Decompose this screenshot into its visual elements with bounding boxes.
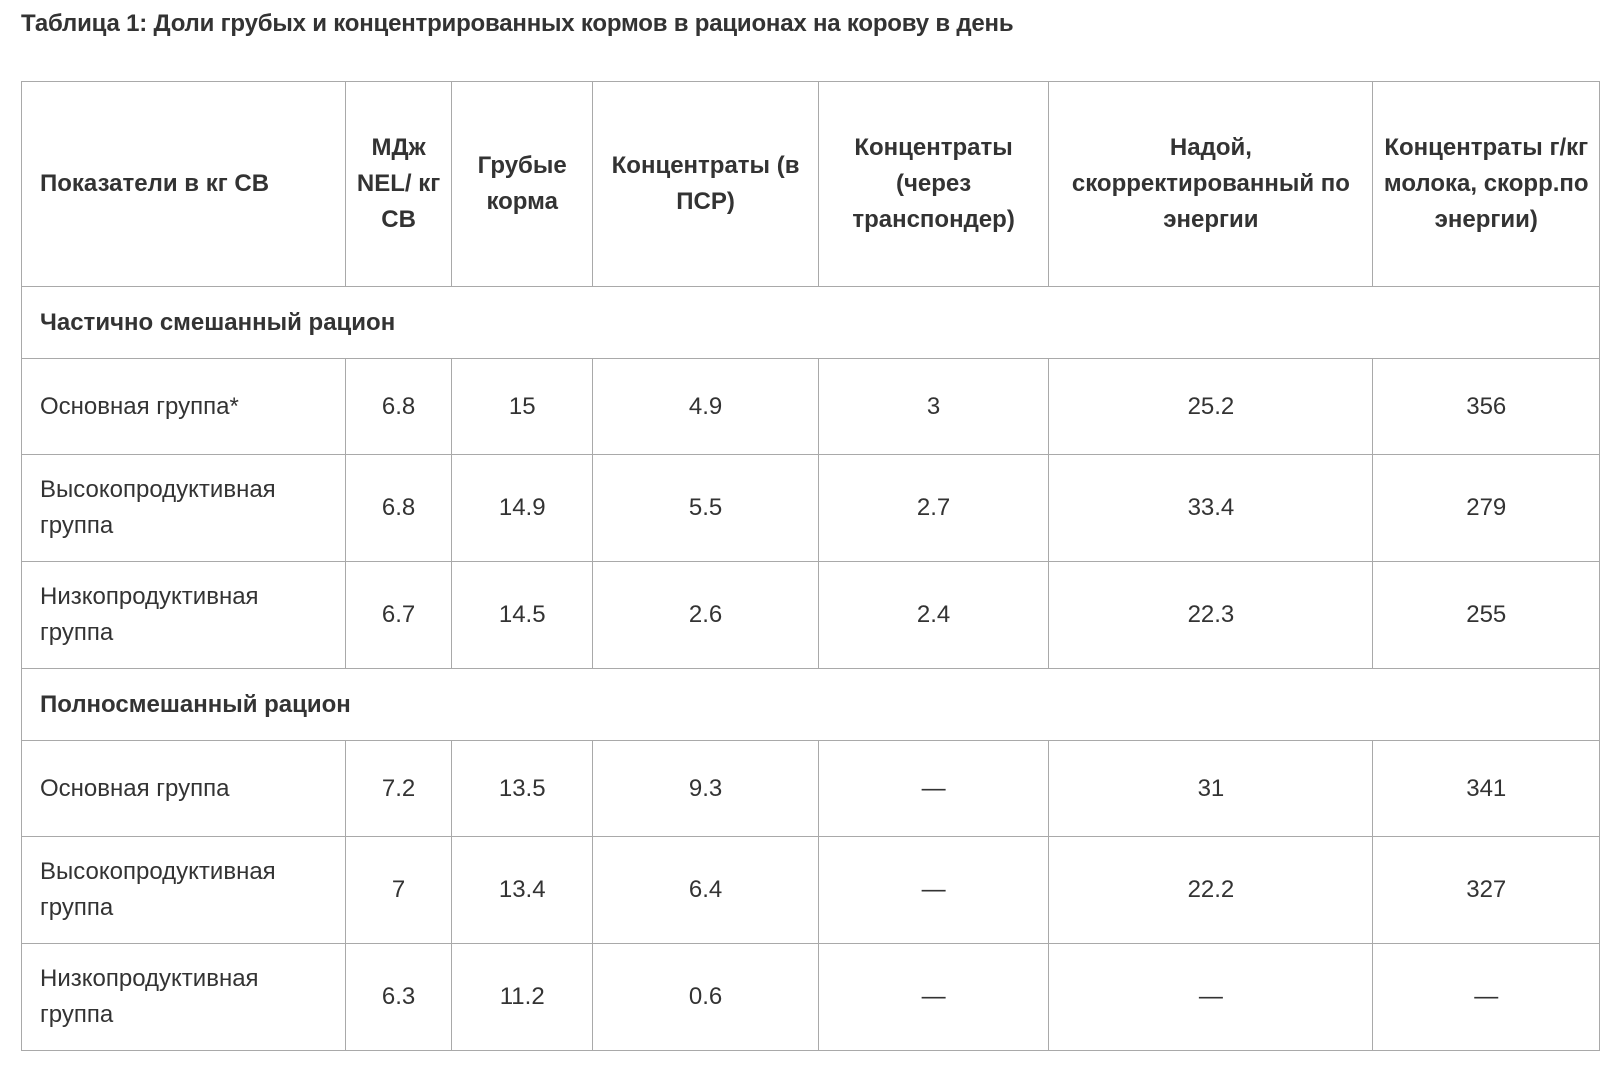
row-label: Низкопродуктивная группа <box>20 943 347 1051</box>
cell-mj-nel: 6.3 <box>345 943 453 1051</box>
section-title: Полносмешанный рацион <box>21 668 1600 741</box>
cell-mj-nel: 7 <box>345 836 453 944</box>
row-label: Низкопродуктивная группа <box>20 561 347 669</box>
cell-roughage: 13.5 <box>451 740 594 837</box>
cell-roughage: 14.9 <box>451 454 594 562</box>
cell-roughage: 14.5 <box>451 561 594 669</box>
cell-concentrates-per-kg: — <box>1372 943 1600 1051</box>
cell-concentrates-per-kg: 279 <box>1372 454 1600 562</box>
table-row: Основная группа 7.2 13.5 9.3 — 31 341 <box>20 740 1600 837</box>
cell-concentrates-per-kg: 327 <box>1372 836 1600 944</box>
cell-mj-nel: 7.2 <box>345 740 453 837</box>
cell-concentrates-per-kg: 356 <box>1372 358 1600 455</box>
cell-milk-yield: 25.2 <box>1048 358 1374 455</box>
row-label: Основная группа* <box>20 358 347 455</box>
table-caption: Таблица 1: Доли грубых и концентрированн… <box>21 10 1014 37</box>
cell-concentrates-per-kg: 341 <box>1372 740 1600 837</box>
cell-concentrates-psr: 6.4 <box>592 836 819 944</box>
section-title: Частично смешанный рацион <box>21 286 1600 359</box>
cell-mj-nel: 6.8 <box>345 358 453 455</box>
cell-milk-yield: 22.3 <box>1048 561 1374 669</box>
header-concentrates-per-kg: Концентраты г/кг молока, скорр.по энерги… <box>1372 81 1600 287</box>
cell-milk-yield: 22.2 <box>1048 836 1374 944</box>
cell-concentrates-per-kg: 255 <box>1372 561 1600 669</box>
cell-concentrates-psr: 4.9 <box>592 358 819 455</box>
cell-mj-nel: 6.7 <box>345 561 453 669</box>
table-row: Высокопродуктивная группа 7 13.4 6.4 — 2… <box>20 836 1600 944</box>
cell-concentrates-transponder: 3 <box>817 358 1050 455</box>
cell-concentrates-transponder: 2.4 <box>817 561 1050 669</box>
table-row: Основная группа* 6.8 15 4.9 3 25.2 356 <box>20 358 1600 455</box>
cell-concentrates-psr: 9.3 <box>592 740 819 837</box>
header-indicators: Показатели в кг СВ <box>20 81 347 287</box>
cell-roughage: 15 <box>451 358 594 455</box>
row-label: Высокопродуктивная группа <box>20 836 347 944</box>
row-label: Высокопродуктивная группа <box>20 454 347 562</box>
header-mj-nel: МДж NEL/ кг СВ <box>345 81 453 287</box>
cell-milk-yield: 33.4 <box>1048 454 1374 562</box>
header-concentrates-psr: Концентраты (в ПСР) <box>592 81 819 287</box>
cell-roughage: 13.4 <box>451 836 594 944</box>
cell-roughage: 11.2 <box>451 943 594 1051</box>
cell-mj-nel: 6.8 <box>345 454 453 562</box>
table-row: Низкопродуктивная группа 6.3 11.2 0.6 — … <box>20 943 1600 1051</box>
header-roughage: Грубые корма <box>451 81 594 287</box>
header-concentrates-transponder: Концентраты (через транспондер) <box>817 81 1050 287</box>
cell-concentrates-psr: 2.6 <box>592 561 819 669</box>
cell-concentrates-psr: 0.6 <box>592 943 819 1051</box>
header-row: Показатели в кг СВ МДж NEL/ кг СВ Грубые… <box>20 81 1600 287</box>
table-header: Показатели в кг СВ МДж NEL/ кг СВ Грубые… <box>20 81 1600 287</box>
cell-concentrates-psr: 5.5 <box>592 454 819 562</box>
table-row: Высокопродуктивная группа 6.8 14.9 5.5 2… <box>20 454 1600 562</box>
section-row: Полносмешанный рацион <box>21 668 1600 741</box>
cell-concentrates-transponder: — <box>817 740 1050 837</box>
section-row: Частично смешанный рацион <box>21 286 1600 359</box>
cell-concentrates-transponder: 2.7 <box>817 454 1050 562</box>
feed-share-table: Показатели в кг СВ МДж NEL/ кг СВ Грубые… <box>20 81 1600 1051</box>
cell-concentrates-transponder: — <box>817 836 1050 944</box>
cell-concentrates-transponder: — <box>817 943 1050 1051</box>
cell-milk-yield: 31 <box>1048 740 1374 837</box>
header-milk-yield: Надой, скорректированный по энергии <box>1048 81 1374 287</box>
row-label: Основная группа <box>20 740 347 837</box>
cell-milk-yield: — <box>1048 943 1374 1051</box>
table-body: Частично смешанный рацион Основная групп… <box>20 286 1600 1051</box>
table-row: Низкопродуктивная группа 6.7 14.5 2.6 2.… <box>20 561 1600 669</box>
